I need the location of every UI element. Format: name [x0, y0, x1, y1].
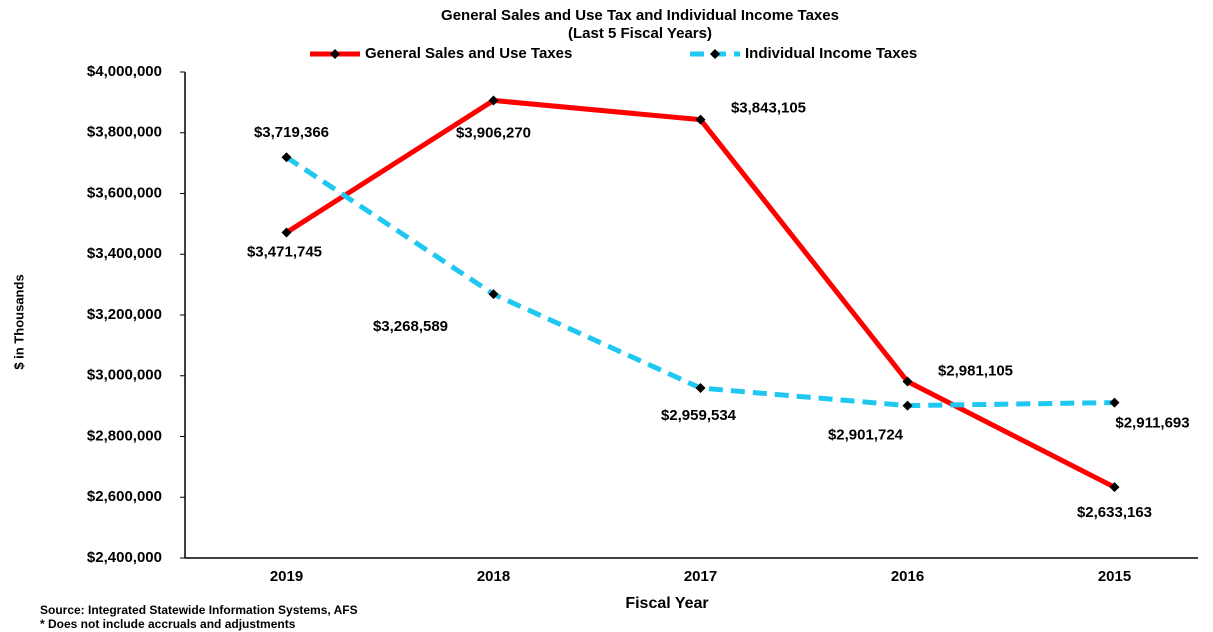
y-tick-label: $4,000,000 [87, 63, 162, 80]
marker [695, 383, 706, 394]
data-label: $3,843,105 [731, 100, 806, 117]
x-tick-label: 2017 [684, 568, 717, 585]
marker [1109, 482, 1120, 493]
y-tick-label: $2,800,000 [87, 427, 162, 444]
legend-label: General Sales and Use Taxes [365, 45, 572, 62]
chart-subtitle: (Last 5 Fiscal Years) [568, 25, 712, 42]
marker [902, 376, 913, 387]
note: Source: Integrated Statewide Information… [40, 603, 358, 617]
data-label: $3,471,745 [247, 243, 322, 260]
marker [1109, 397, 1120, 408]
data-label: $2,959,534 [661, 407, 737, 424]
marker [281, 227, 292, 238]
legend-label: Individual Income Taxes [745, 45, 917, 62]
marker [488, 289, 499, 300]
x-tick-label: 2018 [477, 568, 510, 585]
y-tick-label: $3,600,000 [87, 184, 162, 201]
data-label: $2,981,105 [938, 362, 1013, 379]
chart-title: General Sales and Use Tax and Individual… [441, 7, 839, 24]
x-tick-label: 2015 [1098, 568, 1131, 585]
x-tick-label: 2019 [270, 568, 303, 585]
data-label: $3,268,589 [373, 318, 448, 335]
data-label: $2,901,724 [828, 427, 904, 444]
data-label: $3,719,366 [254, 124, 329, 141]
y-tick-label: $3,800,000 [87, 124, 162, 141]
x-tick-label: 2016 [891, 568, 924, 585]
marker [902, 400, 913, 411]
marker [695, 114, 706, 125]
marker [488, 95, 499, 106]
y-axis-label: $ in Thousands [11, 274, 26, 369]
note: * Does not include accruals and adjustme… [40, 617, 296, 631]
legend-marker [710, 49, 720, 59]
data-label: $2,633,163 [1077, 504, 1152, 521]
marker [281, 152, 292, 163]
data-label: $2,911,693 [1115, 415, 1189, 432]
y-tick-label: $3,000,000 [87, 367, 162, 384]
x-axis-label: Fiscal Year [625, 595, 708, 612]
y-tick-label: $3,200,000 [87, 306, 162, 323]
legend-marker [330, 49, 340, 59]
y-tick-label: $3,400,000 [87, 245, 162, 262]
y-tick-label: $2,600,000 [87, 488, 162, 505]
line [285, 97, 1116, 490]
data-label: $3,906,270 [456, 124, 531, 141]
y-tick-label: $2,400,000 [87, 549, 162, 566]
